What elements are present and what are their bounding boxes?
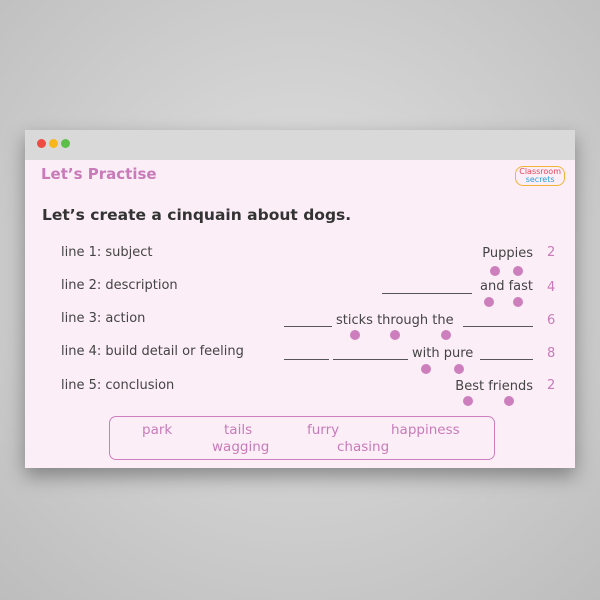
syllable-dot [490, 266, 500, 276]
line-4-blank-1[interactable] [284, 359, 329, 360]
line-2-label: line 2: description [61, 278, 178, 293]
syllable-dot [484, 297, 494, 307]
line-4-syllables: 8 [547, 346, 556, 361]
line-5-syllables: 2 [547, 378, 556, 393]
syllable-dot [390, 330, 400, 340]
line-4-text: with pure [412, 346, 474, 361]
logo: Classroom secrets [515, 166, 565, 186]
line-3-syllables: 6 [547, 313, 556, 328]
syllable-dot [454, 364, 464, 374]
syllable-dot [513, 266, 523, 276]
title-bar [25, 130, 575, 160]
word-bank: park tails furry happiness wagging chasi… [109, 416, 495, 460]
minimize-button[interactable] [49, 139, 58, 148]
syllable-dot [513, 297, 523, 307]
maximize-button[interactable] [61, 139, 70, 148]
word-chasing[interactable]: chasing [337, 439, 390, 455]
word-happiness[interactable]: happiness [391, 422, 460, 438]
line-3-blank-1[interactable] [284, 326, 332, 327]
word-wagging[interactable]: wagging [212, 439, 270, 455]
line-5-label: line 5: conclusion [61, 378, 175, 393]
close-button[interactable] [37, 139, 46, 148]
word-park[interactable]: park [142, 422, 173, 438]
syllable-dot [441, 330, 451, 340]
page-title: Let’s Practise [41, 165, 157, 183]
logo-line2: secrets [525, 175, 555, 184]
line-5-text: Best friends [455, 379, 533, 394]
question-heading: Let’s create a cinquain about dogs. [42, 206, 352, 224]
line-2-blank[interactable] [382, 293, 472, 294]
line-3-text: sticks through the [336, 313, 454, 328]
line-1-label: line 1: subject [61, 245, 153, 260]
line-3-label: line 3: action [61, 311, 146, 326]
line-4-blank-2[interactable] [333, 359, 408, 360]
syllable-dot [421, 364, 431, 374]
line-4-blank-3[interactable] [480, 359, 533, 360]
syllable-dot [350, 330, 360, 340]
slide-window: Let’s Practise Classroom secrets Let’s cr… [25, 130, 575, 468]
line-1-text: Puppies [482, 246, 533, 261]
line-4-label: line 4: build detail or feeling [61, 344, 244, 359]
syllable-dot [463, 396, 473, 406]
syllable-dot [504, 396, 514, 406]
logo-line1: Classroom [519, 167, 561, 176]
word-furry[interactable]: furry [307, 422, 340, 438]
line-1-syllables: 2 [547, 245, 556, 260]
line-3-blank-2[interactable] [463, 326, 533, 327]
word-tails[interactable]: tails [224, 422, 253, 438]
line-2-text: and fast [479, 279, 533, 294]
line-2-syllables: 4 [547, 280, 556, 295]
